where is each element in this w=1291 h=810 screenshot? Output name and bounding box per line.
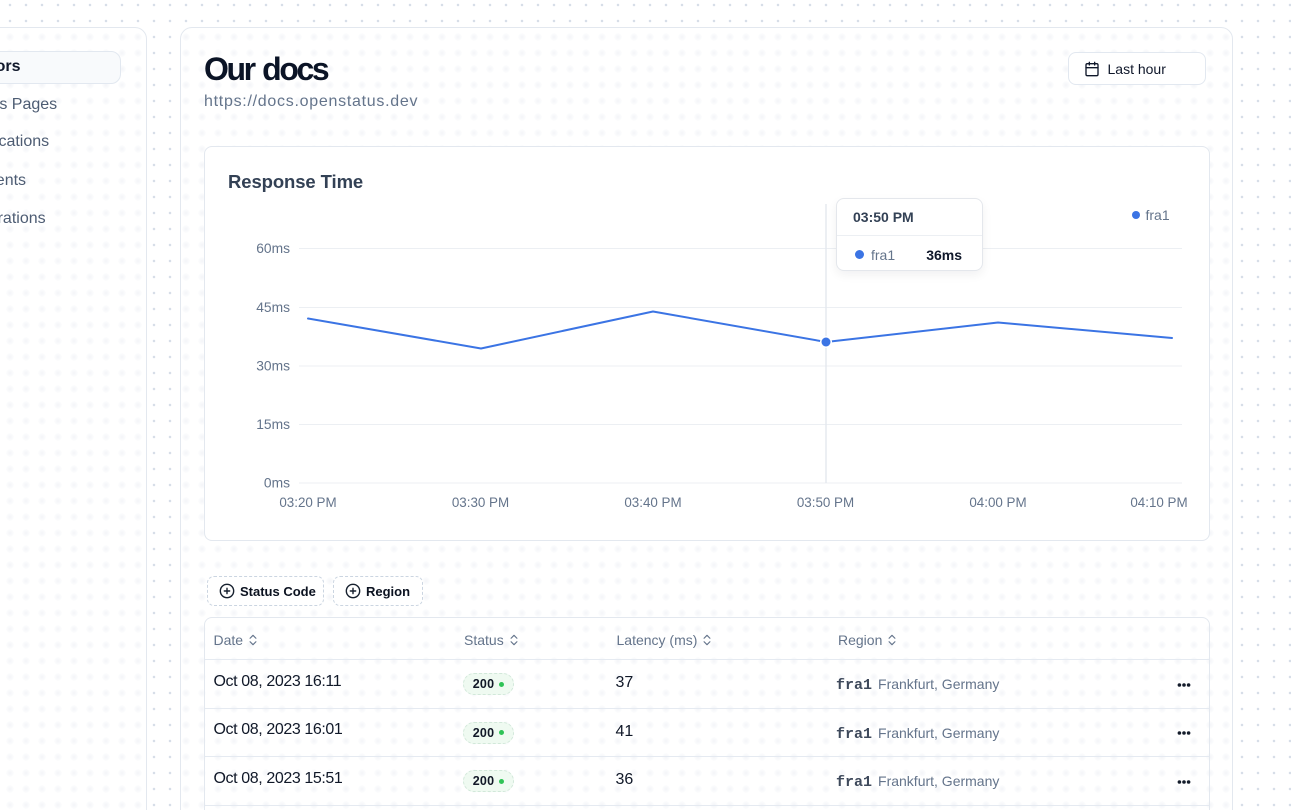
svg-text:0ms: 0ms — [264, 475, 290, 490]
svg-text:15ms: 15ms — [256, 417, 290, 432]
svg-text:04:00 PM: 04:00 PM — [969, 495, 1026, 510]
svg-text:04:10 PM: 04:10 PM — [1130, 495, 1187, 510]
svg-text:fra1: fra1 — [1146, 207, 1170, 223]
svg-text:60ms: 60ms — [256, 241, 290, 256]
svg-text:03:20 PM: 03:20 PM — [279, 495, 336, 510]
svg-text:30ms: 30ms — [256, 358, 290, 373]
svg-text:03:30 PM: 03:30 PM — [452, 495, 509, 510]
svg-text:03:50 PM: 03:50 PM — [797, 495, 854, 510]
svg-text:03:40 PM: 03:40 PM — [624, 495, 681, 510]
svg-text:45ms: 45ms — [256, 300, 290, 315]
